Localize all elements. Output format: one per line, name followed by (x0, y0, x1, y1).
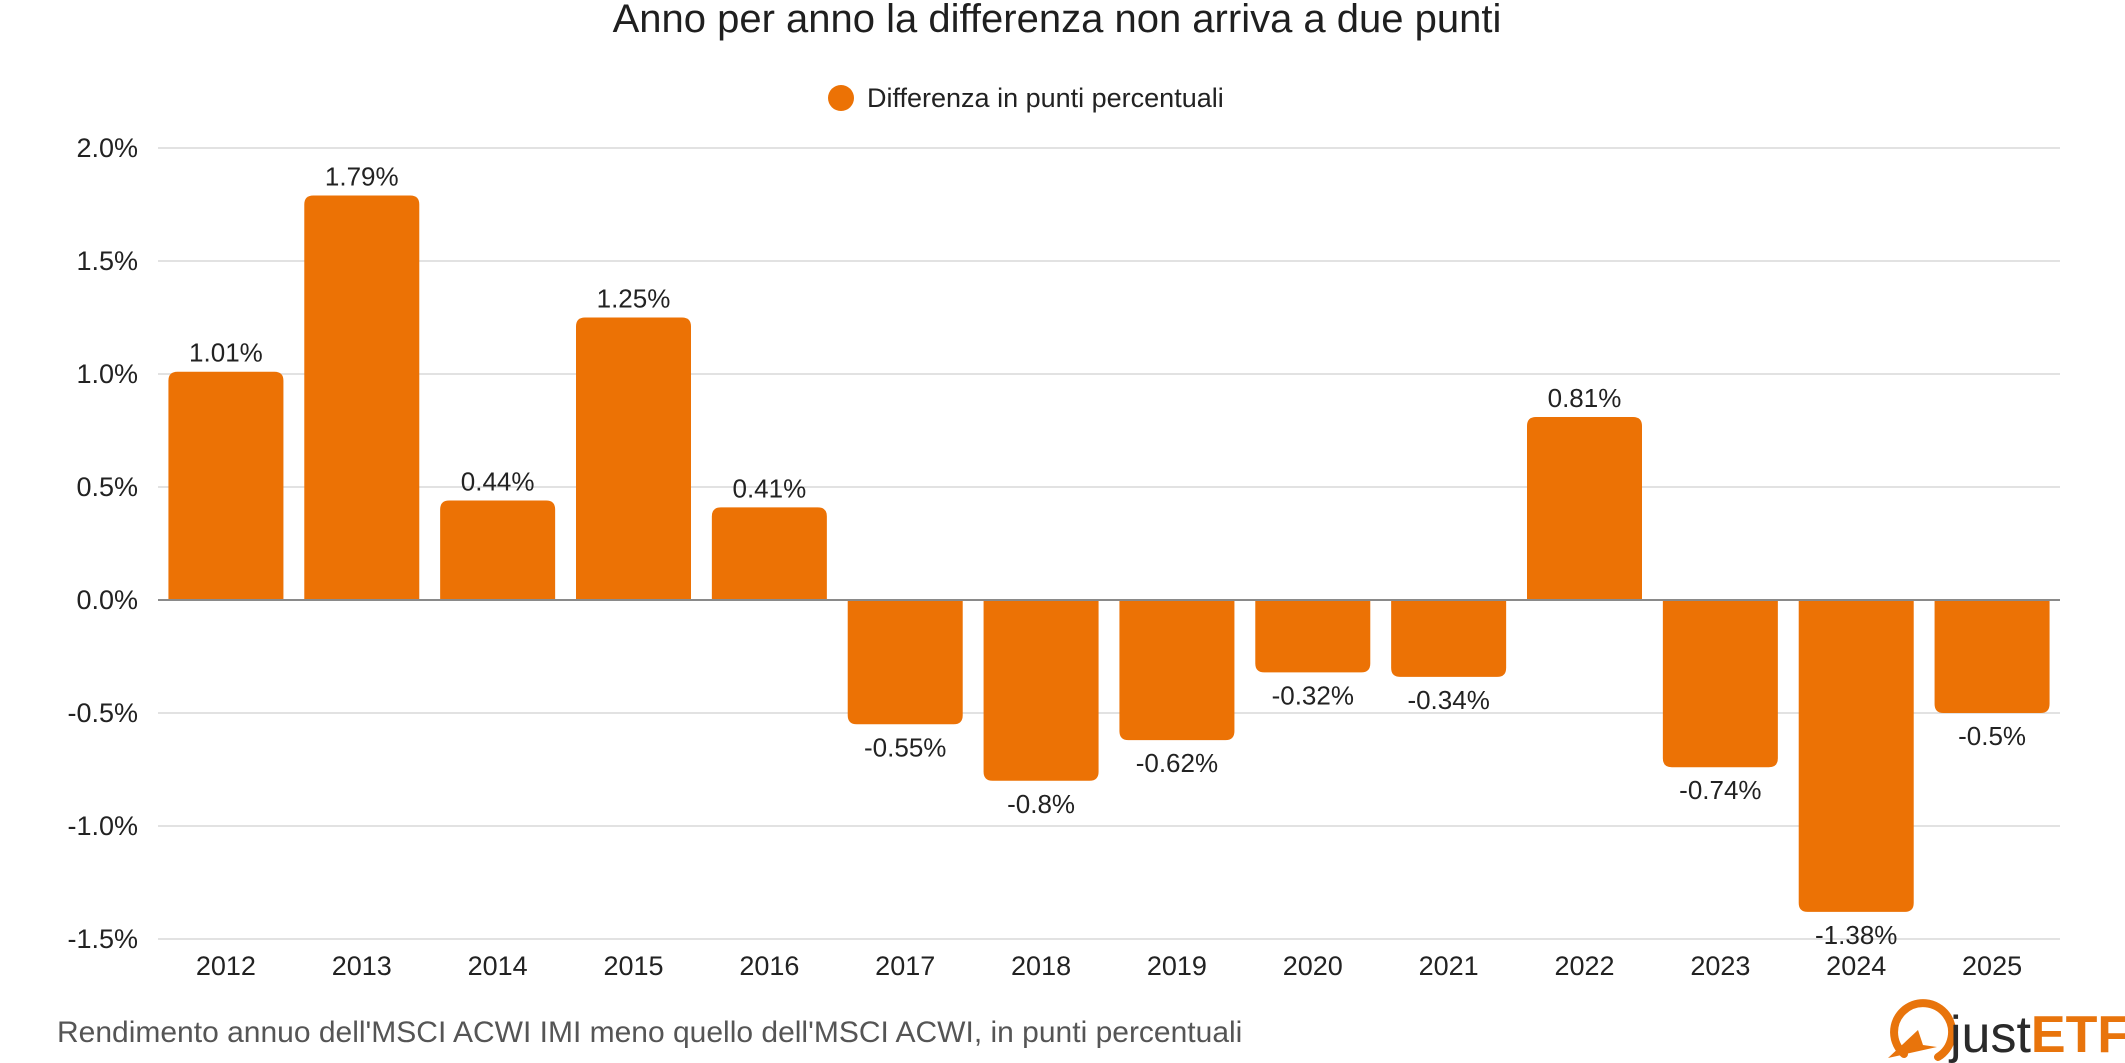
bar-2024 (1798, 600, 1914, 912)
data-label: -0.8% (1007, 789, 1075, 819)
x-tick-label: 2012 (196, 951, 256, 981)
bar-2019 (1119, 600, 1235, 741)
bar-2014 (440, 500, 556, 600)
chart-title: Anno per anno la differenza non arriva a… (613, 0, 1502, 41)
data-label: -1.38% (1815, 920, 1897, 950)
data-label: -0.5% (1958, 721, 2026, 751)
logo-mark-icon (1888, 999, 1957, 1061)
data-label: -0.32% (1272, 680, 1354, 710)
y-tick-label: -1.0% (67, 811, 138, 841)
y-tick-label: 1.0% (76, 359, 138, 389)
x-tick-label: 2017 (875, 951, 935, 981)
x-tick-label: 2025 (1962, 951, 2022, 981)
gridlines (158, 147, 2060, 940)
x-tick-label: 2019 (1147, 951, 1207, 981)
data-label: 1.79% (325, 161, 399, 191)
x-tick-label: 2013 (332, 951, 392, 981)
bar-2020 (1255, 600, 1371, 673)
logo-wordmark: justETF (1948, 1006, 2125, 1063)
bar-2022 (1527, 416, 1642, 600)
data-label: -0.74% (1679, 775, 1761, 805)
data-label: 1.25% (597, 284, 671, 314)
bar-2021 (1391, 600, 1507, 677)
bar-2018 (983, 600, 1099, 781)
data-label: -0.62% (1136, 748, 1218, 778)
x-tick-label: 2023 (1690, 951, 1750, 981)
x-tick-label: 2014 (468, 951, 528, 981)
y-tick-label: 0.0% (76, 585, 138, 615)
x-tick-label: 2024 (1826, 951, 1886, 981)
data-label: 0.81% (1548, 383, 1622, 413)
x-tick-label: 2022 (1554, 951, 1614, 981)
x-tick-label: 2018 (1011, 951, 1071, 981)
bar-2017 (847, 600, 963, 725)
bar-2023 (1662, 600, 1778, 768)
data-label: 0.41% (732, 473, 806, 503)
bar-2015 (576, 317, 691, 600)
y-tick-label: -0.5% (67, 698, 138, 728)
y-tick-label: 1.5% (76, 246, 138, 276)
bar-2012 (168, 371, 284, 600)
data-label: 1.01% (189, 338, 263, 368)
x-tick-label: 2016 (739, 951, 799, 981)
bar-2025 (1934, 600, 2050, 713)
y-tick-label: 2.0% (76, 133, 138, 163)
x-tick-label: 2015 (603, 951, 663, 981)
bar-2016 (711, 507, 827, 600)
data-label: 0.44% (461, 467, 535, 497)
x-tick-label: 2021 (1419, 951, 1479, 981)
legend-label: Differenza in punti percentuali (867, 83, 1224, 113)
justetf-logo: justETF (1888, 999, 2125, 1063)
data-label: -0.55% (864, 732, 946, 762)
x-tick-label: 2020 (1283, 951, 1343, 981)
legend: Differenza in punti percentuali (828, 83, 1224, 113)
y-axis: 2.0% 1.5% 1.0% 0.5% 0.0% -0.5% -1.0% -1.5% (67, 133, 138, 954)
y-tick-label: -1.5% (67, 924, 138, 954)
y-tick-label: 0.5% (76, 472, 138, 502)
bars (168, 195, 2050, 912)
data-labels: 1.01% 1.79% 0.44% 1.25% 0.41% -0.55% -0.8% -0.6… (189, 161, 2026, 949)
bar-2013 (304, 195, 420, 600)
legend-swatch (828, 85, 854, 111)
data-label: -0.34% (1407, 685, 1489, 715)
x-axis: 2012 2013 2014 2015 2016 2017 2018 2019 2020 2021… (196, 951, 2022, 981)
chart-caption: Rendimento annuo dell'MSCI ACWI IMI meno… (57, 1016, 1242, 1049)
